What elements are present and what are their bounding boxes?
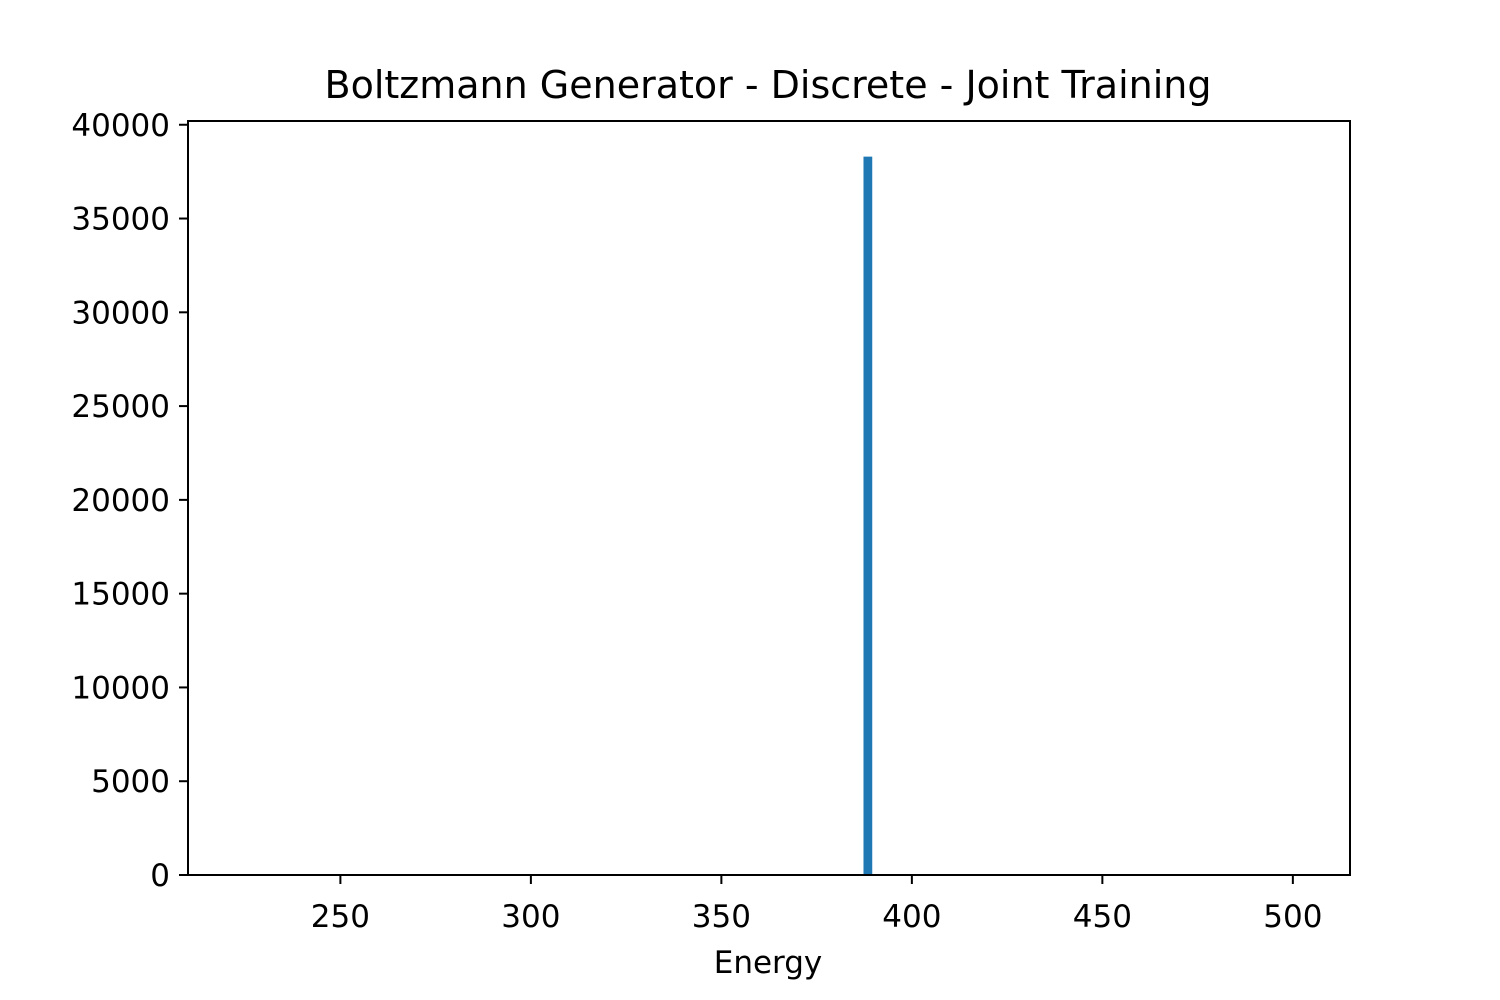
y-tick-label: 10000 — [71, 670, 170, 706]
x-tick-label: 350 — [692, 899, 751, 935]
y-tick-label: 0 — [150, 858, 170, 894]
x-tick-label: 500 — [1263, 899, 1322, 935]
y-tick-label: 30000 — [71, 295, 170, 331]
y-tick-label: 25000 — [71, 389, 170, 425]
plot-area-frame — [187, 120, 1351, 876]
y-tick-label: 15000 — [71, 577, 170, 613]
x-tick-label: 400 — [882, 899, 941, 935]
x-ticks-group: 250 300 350 400 450 500 — [311, 875, 1322, 935]
y-tick-label: 20000 — [71, 483, 170, 519]
y-tick-label: 35000 — [71, 202, 170, 238]
bars-group — [863, 156, 873, 875]
histogram-bar-0 — [863, 156, 873, 875]
x-axis-label: Energy — [714, 945, 823, 981]
x-tick-label: 250 — [311, 899, 370, 935]
y-ticks-group: 0 5000 10000 15000 20000 25000 30000 35000 40000 — [71, 108, 188, 894]
y-tick-label: 5000 — [91, 764, 170, 800]
x-tick-label: 450 — [1073, 899, 1132, 935]
x-tick-label: 300 — [501, 899, 560, 935]
y-tick-label: 40000 — [71, 108, 170, 144]
chart-title: Boltzmann Generator - Discrete - Joint T… — [325, 63, 1212, 107]
